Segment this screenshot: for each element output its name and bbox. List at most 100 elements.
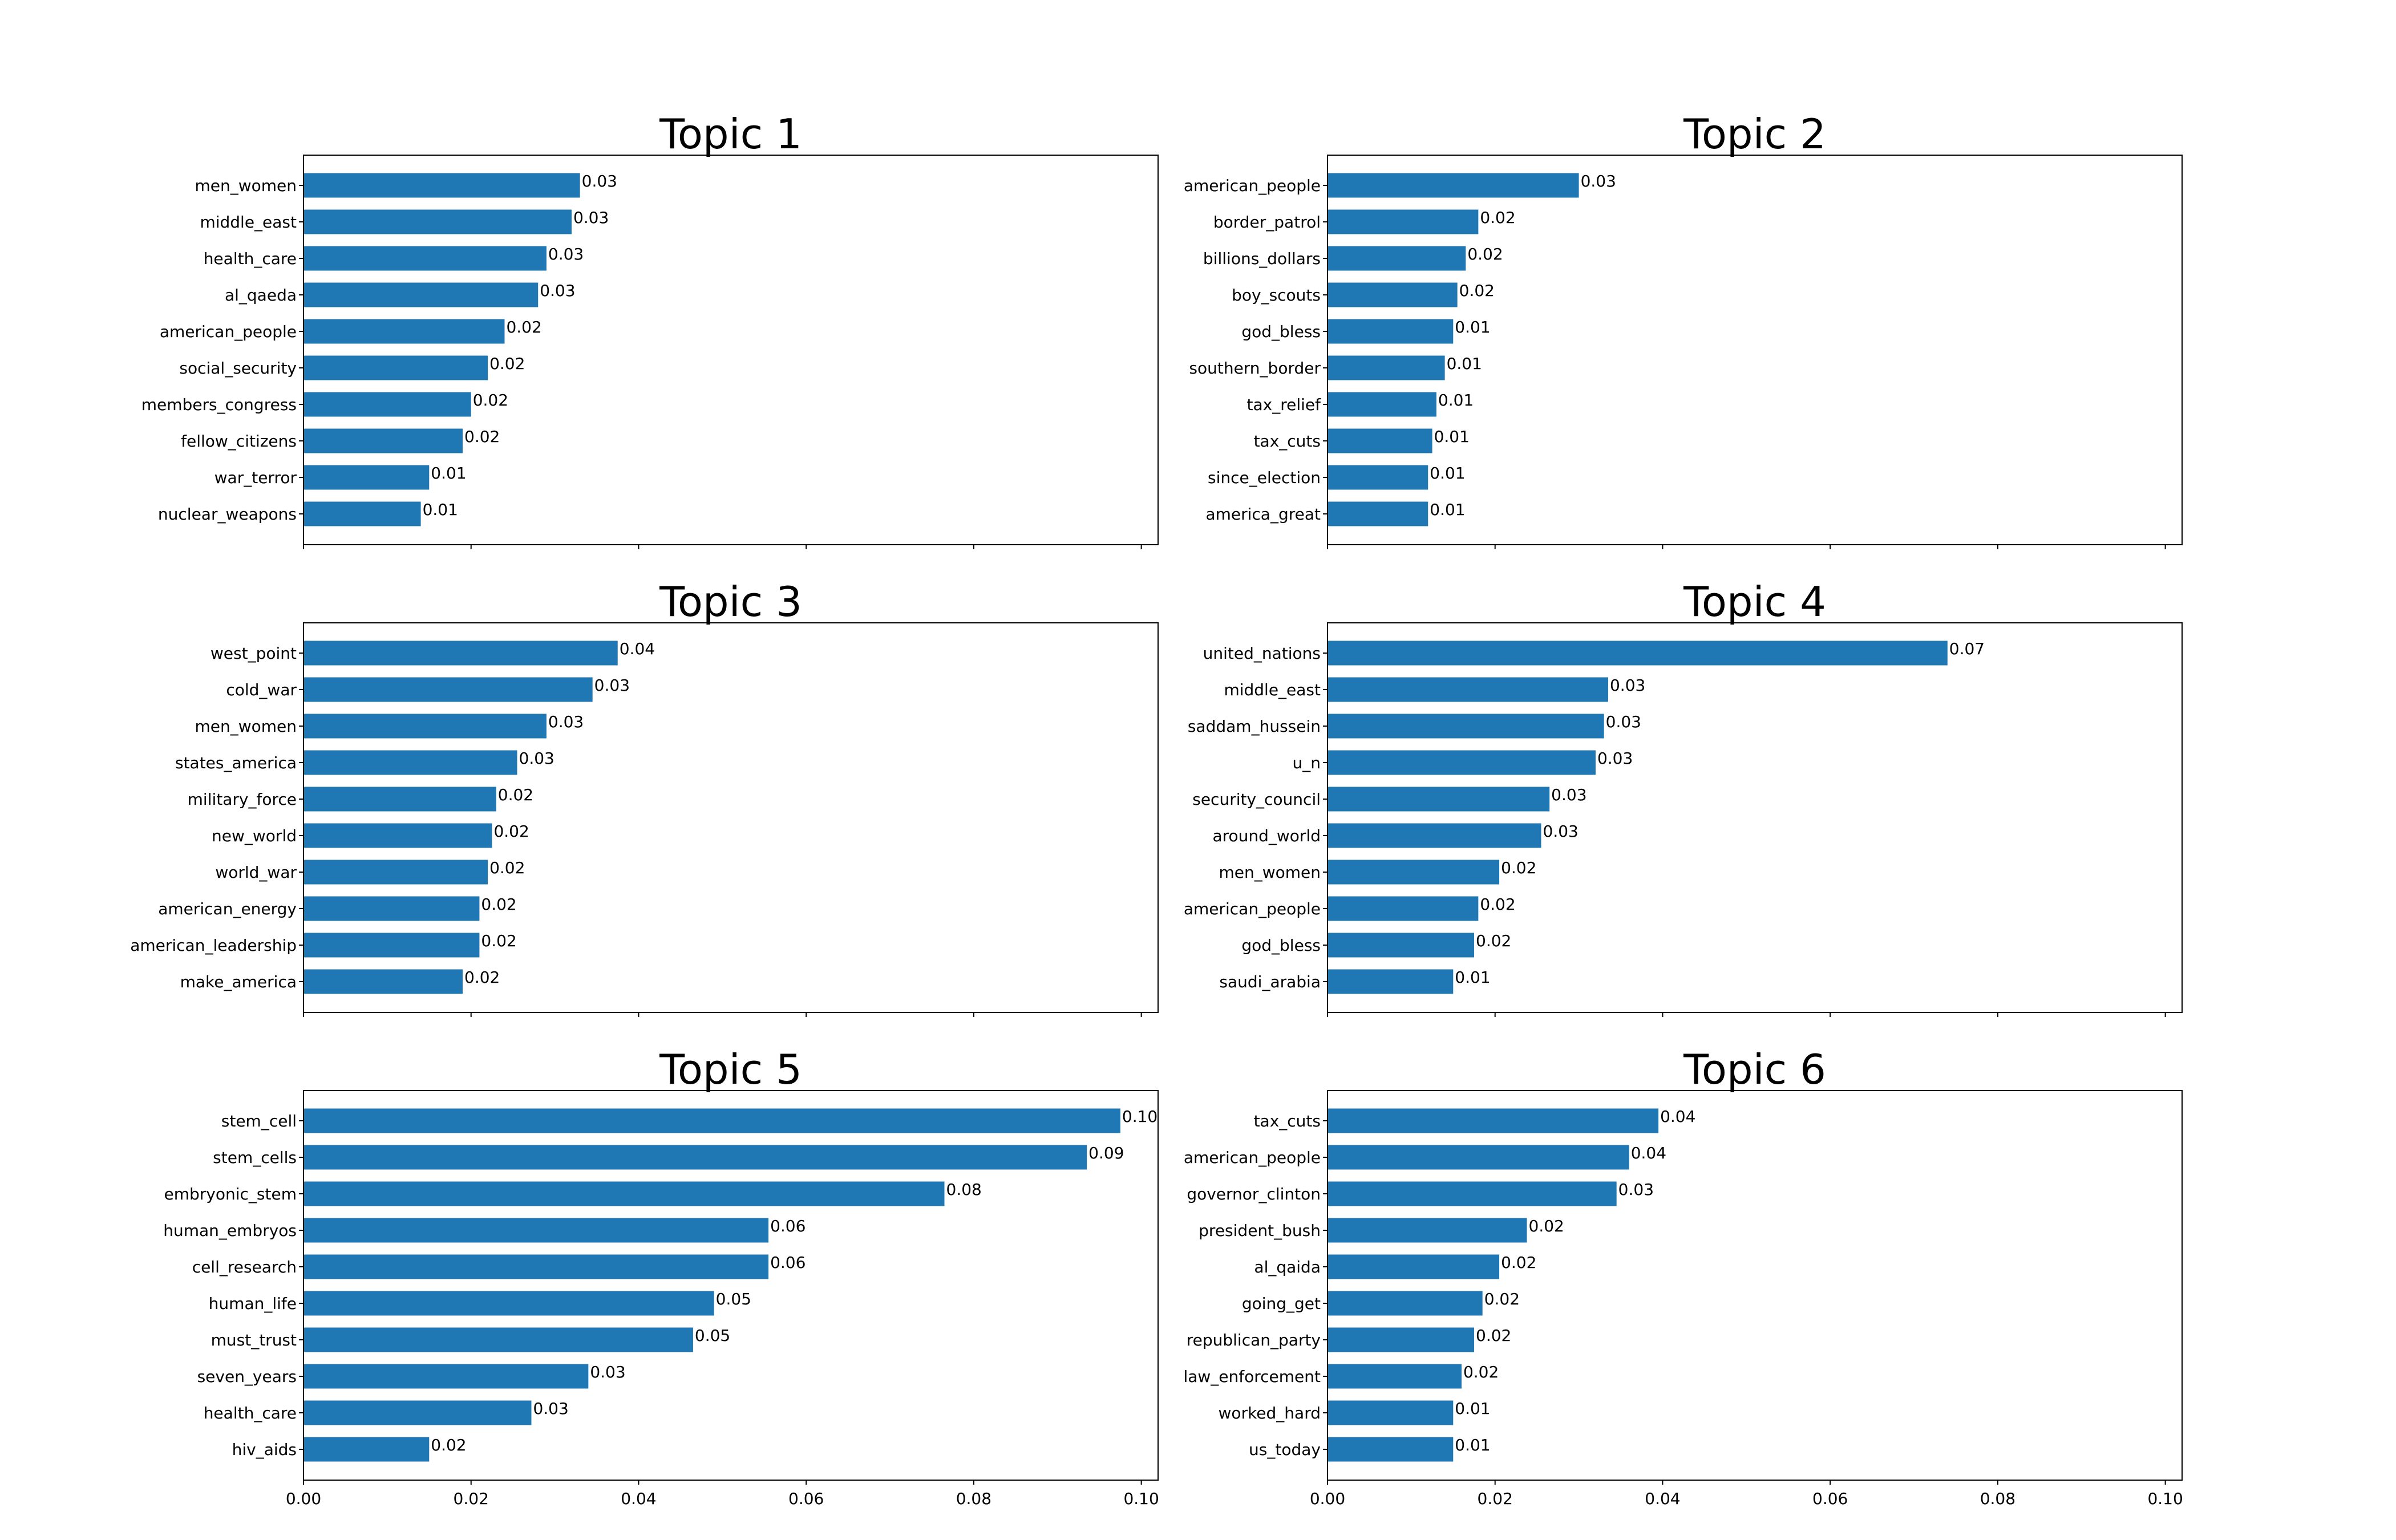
bar [1327, 860, 1500, 885]
bar [303, 969, 463, 994]
bar-value-label: 0.03 [590, 1363, 625, 1381]
bar-value-label: 0.03 [548, 245, 584, 264]
term-label: american_energy [158, 899, 297, 918]
bar-value-label: 0.08 [946, 1180, 982, 1199]
axes-frame [1327, 622, 2183, 1013]
x-tick-label: 0.10 [2147, 1489, 2183, 1508]
term-label: american_people [1184, 176, 1321, 195]
x-tick-label: 0.00 [1310, 1489, 1345, 1508]
term-label: american_leadership [130, 936, 297, 955]
bar-value-label: 0.05 [695, 1326, 730, 1345]
topic-panel-3: Topic 3 west_point 0.04 cold_war 0.03 men_wom… [130, 578, 1159, 1017]
term-label: boy_scouts [1232, 286, 1321, 305]
bar [1327, 355, 1445, 380]
bar [1327, 1218, 1527, 1243]
bar-value-label: 0.02 [473, 391, 508, 410]
term-label: men_women [1219, 863, 1321, 882]
x-tick-label: 0.04 [1645, 1489, 1680, 1508]
bar [1327, 1145, 1629, 1170]
term-label: saudi_arabia [1219, 972, 1321, 991]
bar [303, 1400, 532, 1425]
panel-title: Topic 3 [659, 578, 802, 626]
term-label: united_nations [1203, 644, 1321, 663]
axes-frame [1327, 155, 2183, 545]
bar [1327, 392, 1436, 417]
term-label: members_congress [141, 395, 297, 414]
bar [303, 677, 593, 702]
bar [303, 1254, 769, 1279]
bar [1327, 823, 1541, 848]
x-tick-label: 0.06 [1812, 1489, 1848, 1508]
bar [303, 1327, 693, 1352]
bar-value-label: 0.02 [493, 822, 529, 841]
bar-value-label: 0.10 [1122, 1107, 1157, 1126]
term-label: middle_east [1224, 680, 1321, 699]
bar [1327, 714, 1604, 739]
bar [1327, 933, 1475, 958]
bar-value-label: 0.02 [1501, 858, 1536, 877]
bar [1327, 896, 1479, 921]
bar-value-label: 0.03 [582, 172, 617, 191]
bar [1327, 465, 1428, 490]
bar-value-label: 0.02 [1476, 1326, 1511, 1345]
bar [303, 933, 480, 958]
term-label: embryonic_stem [164, 1185, 297, 1203]
bar [1327, 1437, 1454, 1462]
term-label: al_qaeda [225, 286, 297, 305]
panel-title: Topic 5 [659, 1045, 802, 1093]
topic-panel-5: Topic 5 stem_cell 0.10 stem_cells 0.09 embryo… [163, 1045, 1159, 1508]
bar [1327, 750, 1596, 775]
bar-value-label: 0.09 [1088, 1144, 1124, 1162]
x-tick-label: 0.00 [286, 1489, 321, 1508]
bar [1327, 1327, 1475, 1352]
term-label: new_world [212, 826, 297, 845]
bar [1327, 1254, 1500, 1279]
term-label: law_enforcement [1183, 1367, 1321, 1386]
panel-title: Topic 6 [1683, 1045, 1826, 1093]
bar-value-label: 0.02 [481, 931, 516, 950]
bar-value-label: 0.03 [1581, 172, 1616, 191]
bar [1327, 282, 1458, 307]
bar-value-label: 0.04 [1631, 1144, 1666, 1162]
bar-value-label: 0.03 [1543, 822, 1579, 841]
term-label: america_great [1205, 505, 1321, 524]
term-label: southern_border [1189, 359, 1321, 378]
bar-value-label: 0.05 [716, 1290, 751, 1308]
bar-value-label: 0.03 [540, 281, 575, 300]
term-label: american_people [1184, 1148, 1321, 1167]
term-label: tax_cuts [1254, 1112, 1321, 1130]
bar [303, 1364, 589, 1389]
term-label: middle_east [200, 213, 297, 232]
term-label: world_war [215, 863, 297, 882]
term-label: make_america [180, 972, 297, 991]
term-label: human_life [209, 1294, 297, 1313]
bar-value-label: 0.02 [1529, 1217, 1564, 1235]
bar [1327, 969, 1454, 994]
bar [303, 319, 505, 344]
term-label: hiv_aids [232, 1440, 297, 1459]
bar-value-label: 0.03 [1618, 1180, 1654, 1199]
bar [1327, 1181, 1617, 1206]
topic-panel-4: Topic 4 united_nations 0.07 middle_east 0.03… [1184, 578, 2183, 1017]
bar [303, 1181, 945, 1206]
bar-value-label: 0.03 [1606, 712, 1641, 731]
term-label: god_bless [1241, 322, 1321, 341]
bar-value-label: 0.01 [1455, 1436, 1490, 1454]
bar-value-label: 0.02 [498, 785, 533, 804]
bar-value-label: 0.01 [431, 464, 466, 483]
bar-value-label: 0.04 [620, 639, 655, 658]
term-label: god_bless [1241, 936, 1321, 955]
bar [303, 209, 572, 234]
bar-value-label: 0.01 [1430, 464, 1465, 483]
term-label: west_point [211, 644, 297, 663]
bar-value-label: 0.04 [1660, 1107, 1695, 1126]
bar [303, 282, 539, 307]
bar-value-label: 0.02 [1459, 281, 1495, 300]
bar-value-label: 0.06 [770, 1217, 806, 1235]
bar [303, 823, 492, 848]
bar [303, 1108, 1120, 1133]
bar [1327, 209, 1479, 234]
term-label: nuclear_weapons [158, 505, 297, 524]
term-label: social_security [179, 359, 297, 378]
